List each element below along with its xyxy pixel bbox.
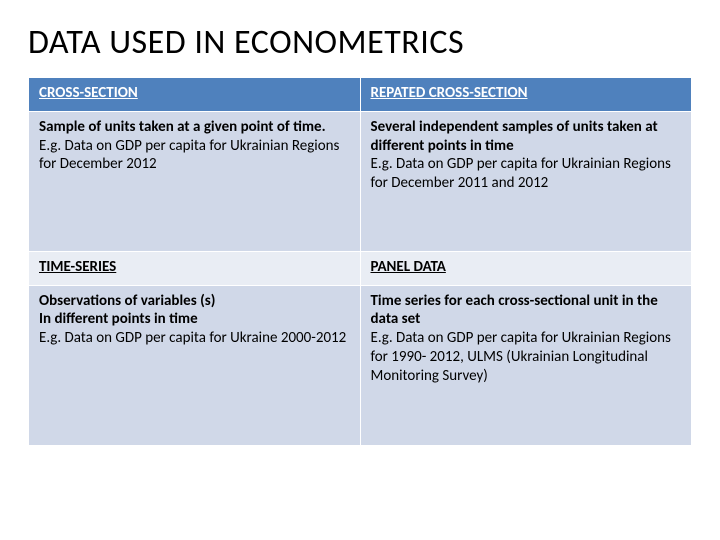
header-repeated-cross-section: REPATED CROSS-SECTION — [360, 78, 692, 112]
cell-rest: E.g. Data on GDP per capita for Ukrainia… — [371, 329, 671, 385]
data-types-table: CROSS-SECTION REPATED CROSS-SECTION Samp… — [28, 77, 692, 446]
cell-repeated-cross-section-desc: Several independent samples of units tak… — [360, 111, 692, 251]
cell-lead: Sample of units taken at a given point o… — [39, 118, 326, 136]
cell-rest: E.g. Data on GDP per capita for Ukrainia… — [371, 155, 671, 192]
cell-lead: Time series for each cross-sectional uni… — [371, 292, 658, 329]
header-time-series: TIME-SERIES — [29, 251, 361, 285]
cell-rest: E.g. Data on GDP per capita for Ukraine … — [39, 329, 346, 347]
table-row: Observations of variables (s)In differen… — [29, 285, 692, 445]
cell-rest: E.g. Data on GDP per capita for Ukrainia… — [39, 137, 339, 174]
cell-lead: Several independent samples of units tak… — [371, 118, 658, 155]
cell-panel-data-desc: Time series for each cross-sectional uni… — [360, 285, 692, 445]
cell-cross-section-desc: Sample of units taken at a given point o… — [29, 111, 361, 251]
cell-lead: Observations of variables (s)In differen… — [39, 292, 215, 329]
cell-time-series-desc: Observations of variables (s)In differen… — [29, 285, 361, 445]
table-row: Sample of units taken at a given point o… — [29, 111, 692, 251]
header-panel-data: PANEL DATA — [360, 251, 692, 285]
table-subheader-row: TIME-SERIES PANEL DATA — [29, 251, 692, 285]
slide: DATA USED IN ECONOMETRICS CROSS-SECTION … — [0, 0, 720, 540]
table-header-row: CROSS-SECTION REPATED CROSS-SECTION — [29, 78, 692, 112]
header-cross-section: CROSS-SECTION — [29, 78, 361, 112]
page-title: DATA USED IN ECONOMETRICS — [28, 22, 692, 63]
